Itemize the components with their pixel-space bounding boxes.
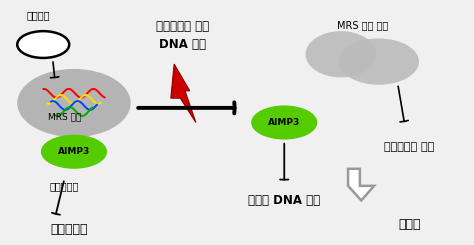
Ellipse shape [338, 38, 419, 85]
Text: AIMP3: AIMP3 [268, 118, 301, 127]
Text: 손상된 DNA 수리: 손상된 DNA 수리 [248, 194, 320, 207]
Circle shape [251, 105, 318, 140]
Ellipse shape [306, 31, 376, 77]
Text: 아미노산: 아미노산 [27, 10, 50, 20]
Polygon shape [348, 169, 374, 200]
Text: 암억제인자: 암억제인자 [50, 181, 79, 191]
Ellipse shape [17, 69, 131, 137]
Text: 암억제: 암억제 [398, 218, 421, 231]
Polygon shape [171, 64, 196, 122]
Text: 단백질합성 중단: 단백질합성 중단 [384, 142, 435, 152]
Text: MRS 효소: MRS 효소 [48, 112, 81, 121]
Text: AIMP3: AIMP3 [58, 147, 90, 156]
Text: MRS 효소 변형: MRS 효소 변형 [337, 20, 388, 30]
Circle shape [41, 135, 107, 169]
Text: 단백질합성: 단백질합성 [50, 223, 88, 236]
Circle shape [17, 31, 69, 58]
Text: 자외선등에 의한
DNA 손상: 자외선등에 의한 DNA 손상 [156, 20, 209, 51]
